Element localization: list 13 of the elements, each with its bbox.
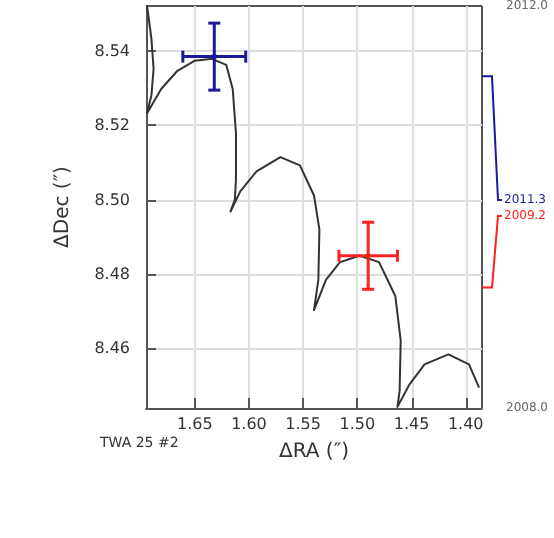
x-axis-title: ΔRA (″) [279,441,350,463]
x-tick-label: 1.40 [447,415,484,433]
x-tick-label: 1.60 [231,415,267,433]
y-axis-title: ΔDec (″) [51,165,74,248]
x-tick-label: 1.50 [339,415,376,433]
x-tick-label: 1.55 [285,415,321,433]
y-tick-label: 8.50 [94,190,130,209]
y-tick-label: 8.46 [94,339,130,358]
x-tick-label: 1.45 [393,415,430,433]
y-tick-label: 8.52 [94,116,130,135]
y-tick-label: 8.48 [94,265,130,283]
y-tick-label: 8.54 [94,41,130,60]
x-tick-label: 1.65 [176,415,213,433]
